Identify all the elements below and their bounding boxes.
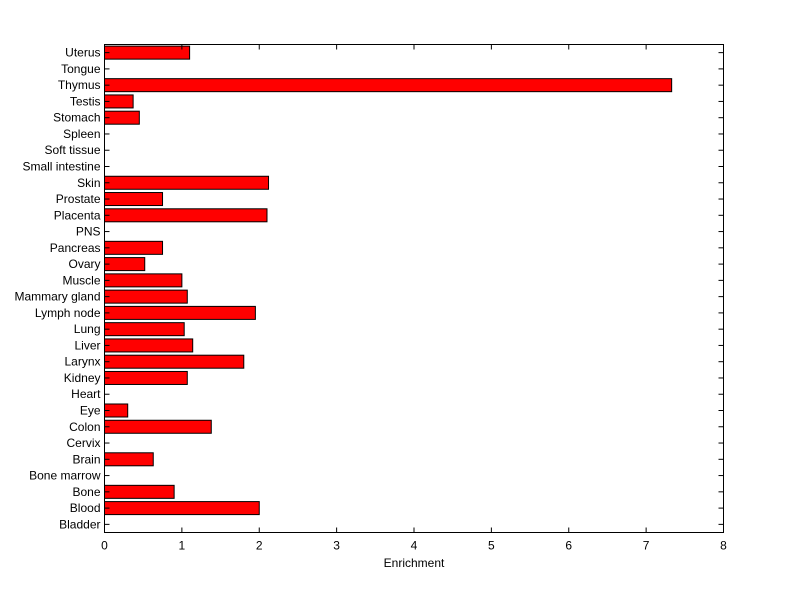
y-tick-label-pancreas: Pancreas [50,241,101,255]
x-tick-label-8: 8 [720,539,727,553]
y-tick-label-tongue: Tongue [61,62,101,76]
x-tick-label-7: 7 [643,539,650,553]
x-tick-label-6: 6 [565,539,572,553]
bar-muscle [104,273,183,288]
y-tick-label-spleen: Spleen [63,127,100,141]
x-tick-label-4: 4 [411,539,418,553]
y-tick-label-cervix: Cervix [66,436,100,450]
y-tick-label-thymus: Thymus [58,78,101,92]
bar-stomach [104,110,140,125]
y-tick-label-lung: Lung [74,322,101,336]
x-tick-label-5: 5 [488,539,495,553]
bar-brain [104,452,154,467]
y-tick-label-liver: Liver [74,338,100,352]
x-tick-label-0: 0 [101,539,108,553]
x-tick-label-3: 3 [333,539,340,553]
bar-ovary [104,257,146,272]
y-tick-label-lymph-node: Lymph node [35,306,101,320]
y-tick-label-bladder: Bladder [59,517,100,531]
bar-pancreas [104,240,164,255]
x-axis-label: Enrichment [384,556,445,570]
bar-skin [104,175,270,190]
bar-mammary-gland [104,289,188,304]
bar-thymus [104,78,673,93]
y-ticks-group: Bladder Blood Bone Bone marrow Brain Cervix Co… [14,46,724,531]
y-tick-label-soft-tissue: Soft tissue [44,143,100,157]
bar-lymph-node [104,305,256,320]
y-tick-label-ovary: Ovary [68,257,100,271]
bar-lung [104,322,185,337]
x-tick-label-2: 2 [256,539,263,553]
x-tick-label-1: 1 [179,539,186,553]
y-tick-label-brain: Brain [72,452,100,466]
bar-colon [104,419,212,434]
y-tick-label-pns: PNS [76,225,101,239]
y-tick-label-kidney: Kidney [64,371,101,385]
y-tick-label-colon: Colon [69,420,100,434]
y-tick-label-skin: Skin [77,176,100,190]
y-tick-label-uterus: Uterus [65,46,100,60]
y-tick-label-testis: Testis [70,94,101,108]
y-tick-label-blood: Blood [70,501,101,515]
plot-frame [104,44,724,533]
bar-uterus [104,45,191,60]
y-tick-label-bone: Bone [72,485,100,499]
y-tick-label-muscle: Muscle [62,273,100,287]
y-tick-label-small-intestine: Small intestine [22,160,100,174]
bar-prostate [104,192,164,207]
bar-bone [104,484,175,499]
bar-blood [104,501,260,516]
y-tick-label-prostate: Prostate [56,192,101,206]
bar-placenta [104,208,268,223]
bar-liver [104,338,194,353]
y-tick-label-stomach: Stomach [53,111,100,125]
y-tick-label-bone-marrow: Bone marrow [29,469,101,483]
y-tick-label-larynx: Larynx [64,355,100,369]
y-tick-label-mammary-gland: Mammary gland [14,290,100,304]
y-tick-label-eye: Eye [80,404,101,418]
y-tick-label-heart: Heart [71,387,101,401]
x-ticks-group: 0 1 2 3 4 5 6 7 8 [101,44,727,553]
bar-kidney [104,370,188,385]
bar-larynx [104,354,245,369]
y-tick-label-placenta: Placenta [54,208,101,222]
bars-group [104,45,673,516]
